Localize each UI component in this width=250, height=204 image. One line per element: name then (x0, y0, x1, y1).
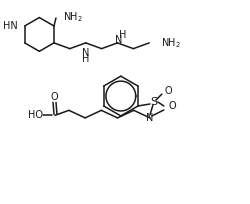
Text: HO: HO (28, 110, 42, 120)
Text: H: H (82, 54, 89, 64)
Text: HN: HN (3, 21, 18, 31)
Text: N: N (114, 35, 122, 45)
Text: H: H (118, 30, 126, 40)
Text: N: N (146, 113, 153, 123)
Text: O: O (50, 92, 58, 102)
Text: N: N (82, 48, 89, 58)
Text: S: S (150, 97, 157, 107)
Text: NH$_2$: NH$_2$ (63, 10, 82, 24)
Text: O: O (167, 101, 175, 111)
Text: O: O (164, 86, 171, 96)
Text: NH$_2$: NH$_2$ (160, 36, 180, 50)
